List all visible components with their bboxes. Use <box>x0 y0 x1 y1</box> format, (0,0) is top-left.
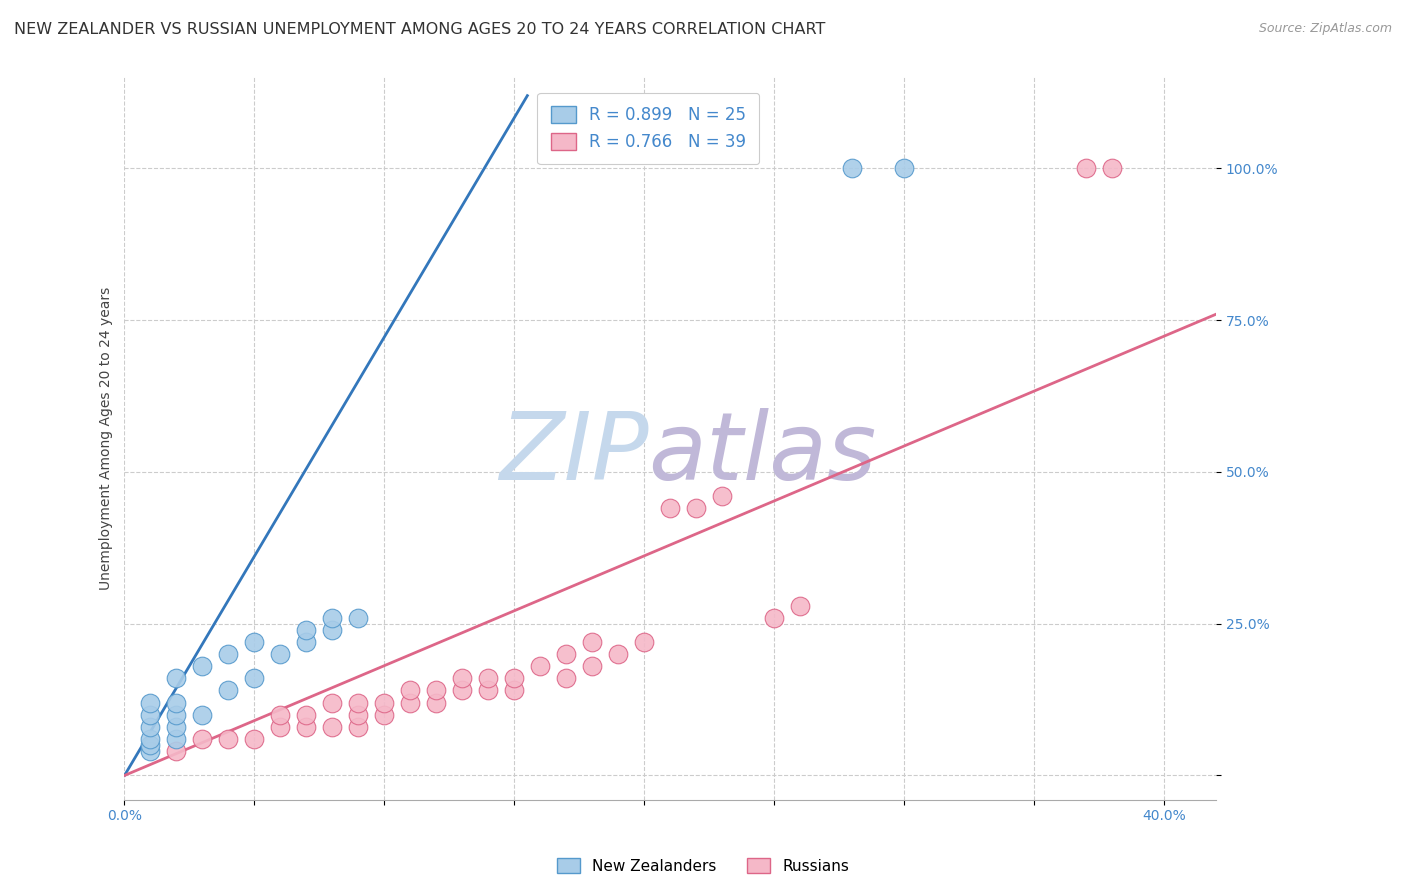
Point <box>529 659 551 673</box>
Point <box>555 647 578 661</box>
Y-axis label: Unemployment Among Ages 20 to 24 years: Unemployment Among Ages 20 to 24 years <box>100 287 114 591</box>
Point <box>321 720 343 734</box>
Point <box>347 707 370 722</box>
Point <box>139 732 162 747</box>
Point <box>399 696 422 710</box>
Point <box>893 161 915 176</box>
Point <box>451 683 474 698</box>
Point <box>217 647 239 661</box>
Point <box>581 635 603 649</box>
Point <box>789 599 811 613</box>
Point <box>166 696 188 710</box>
Point <box>295 623 318 637</box>
Point <box>425 683 447 698</box>
Point <box>841 161 863 176</box>
Point <box>347 720 370 734</box>
Point <box>295 720 318 734</box>
Point <box>555 671 578 685</box>
Point <box>166 671 188 685</box>
Point <box>139 720 162 734</box>
Point <box>269 647 291 661</box>
Point <box>269 720 291 734</box>
Point <box>373 696 395 710</box>
Point <box>1101 161 1123 176</box>
Point <box>166 732 188 747</box>
Point <box>581 659 603 673</box>
Point <box>347 696 370 710</box>
Point <box>243 671 266 685</box>
Point <box>425 696 447 710</box>
Point <box>139 696 162 710</box>
Point <box>166 744 188 758</box>
Point <box>295 635 318 649</box>
Point <box>243 732 266 747</box>
Point <box>373 707 395 722</box>
Point <box>139 744 162 758</box>
Point <box>166 707 188 722</box>
Text: atlas: atlas <box>648 408 877 499</box>
Point <box>139 738 162 752</box>
Point <box>191 659 214 673</box>
Point <box>763 610 786 624</box>
Point <box>191 707 214 722</box>
Point <box>659 501 682 516</box>
Point <box>347 610 370 624</box>
Point <box>321 623 343 637</box>
Point <box>399 683 422 698</box>
Point <box>243 635 266 649</box>
Point <box>217 683 239 698</box>
Text: ZIP: ZIP <box>499 408 648 499</box>
Legend: R = 0.899   N = 25, R = 0.766   N = 39: R = 0.899 N = 25, R = 0.766 N = 39 <box>537 93 759 164</box>
Point <box>503 671 526 685</box>
Point <box>685 501 707 516</box>
Point <box>477 671 499 685</box>
Text: Source: ZipAtlas.com: Source: ZipAtlas.com <box>1258 22 1392 36</box>
Point <box>1076 161 1098 176</box>
Point <box>269 707 291 722</box>
Point <box>477 683 499 698</box>
Point <box>321 610 343 624</box>
Point <box>321 696 343 710</box>
Point <box>139 707 162 722</box>
Point <box>633 635 655 649</box>
Point <box>451 671 474 685</box>
Point <box>166 720 188 734</box>
Text: NEW ZEALANDER VS RUSSIAN UNEMPLOYMENT AMONG AGES 20 TO 24 YEARS CORRELATION CHAR: NEW ZEALANDER VS RUSSIAN UNEMPLOYMENT AM… <box>14 22 825 37</box>
Point <box>503 683 526 698</box>
Point <box>191 732 214 747</box>
Point <box>295 707 318 722</box>
Point <box>217 732 239 747</box>
Point <box>711 489 734 503</box>
Point <box>607 647 630 661</box>
Legend: New Zealanders, Russians: New Zealanders, Russians <box>551 852 855 880</box>
